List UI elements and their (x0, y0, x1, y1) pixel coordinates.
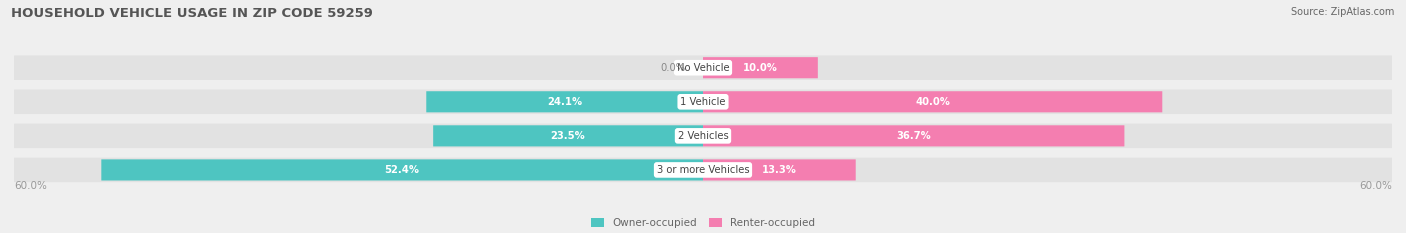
Text: No Vehicle: No Vehicle (676, 63, 730, 73)
FancyBboxPatch shape (703, 159, 856, 181)
Text: 10.0%: 10.0% (742, 63, 778, 73)
FancyBboxPatch shape (14, 158, 1392, 182)
Text: 23.5%: 23.5% (551, 131, 585, 141)
FancyBboxPatch shape (703, 125, 1125, 146)
Text: 52.4%: 52.4% (385, 165, 419, 175)
Text: 2 Vehicles: 2 Vehicles (678, 131, 728, 141)
FancyBboxPatch shape (426, 91, 703, 112)
Text: 0.0%: 0.0% (661, 63, 686, 73)
Legend: Owner-occupied, Renter-occupied: Owner-occupied, Renter-occupied (586, 214, 820, 232)
Text: 13.3%: 13.3% (762, 165, 797, 175)
FancyBboxPatch shape (703, 57, 818, 78)
Text: 3 or more Vehicles: 3 or more Vehicles (657, 165, 749, 175)
FancyBboxPatch shape (703, 91, 1163, 112)
FancyBboxPatch shape (14, 123, 1392, 148)
Text: 1 Vehicle: 1 Vehicle (681, 97, 725, 107)
Text: 60.0%: 60.0% (1360, 181, 1392, 191)
FancyBboxPatch shape (433, 125, 703, 146)
FancyBboxPatch shape (14, 89, 1392, 114)
Text: 24.1%: 24.1% (547, 97, 582, 107)
Text: 36.7%: 36.7% (897, 131, 931, 141)
Text: 60.0%: 60.0% (14, 181, 46, 191)
FancyBboxPatch shape (14, 55, 1392, 80)
FancyBboxPatch shape (101, 159, 703, 181)
Text: 40.0%: 40.0% (915, 97, 950, 107)
Text: Source: ZipAtlas.com: Source: ZipAtlas.com (1291, 7, 1395, 17)
Text: HOUSEHOLD VEHICLE USAGE IN ZIP CODE 59259: HOUSEHOLD VEHICLE USAGE IN ZIP CODE 5925… (11, 7, 373, 20)
